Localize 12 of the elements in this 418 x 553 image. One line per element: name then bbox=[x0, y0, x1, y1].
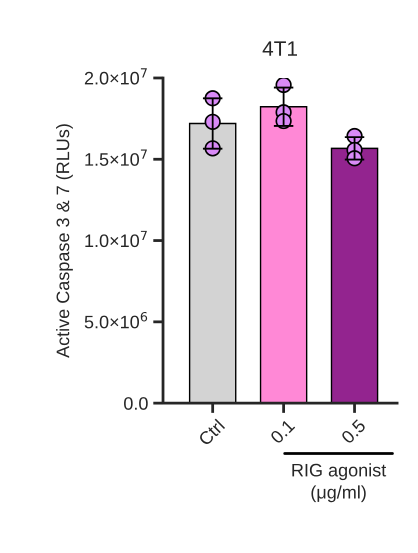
text: RIG agonist (μg/ml) bbox=[292, 463, 386, 502]
bar bbox=[260, 106, 308, 404]
y-tick-label: 5.0×10$^{6}$ bbox=[84, 312, 148, 328]
x-tick-label: 0.5 bbox=[340, 418, 366, 444]
chart-title: 4T1 bbox=[262, 41, 297, 56]
y-tick-label: 0.0 bbox=[124, 397, 148, 410]
x-tick-label: 0.1 bbox=[270, 418, 296, 444]
y-axis-title: Active Caspase 3 & 7 (RLUs) bbox=[56, 124, 73, 358]
y-tick-label: 1.0×10$^{7}$ bbox=[85, 230, 147, 248]
x-tick-label: Ctrl bbox=[197, 418, 226, 446]
y-tick-label: 2.0×10$^{7}$ bbox=[84, 68, 147, 85]
y-tick-label: 1.5×10$^{7}$ bbox=[85, 150, 147, 166]
